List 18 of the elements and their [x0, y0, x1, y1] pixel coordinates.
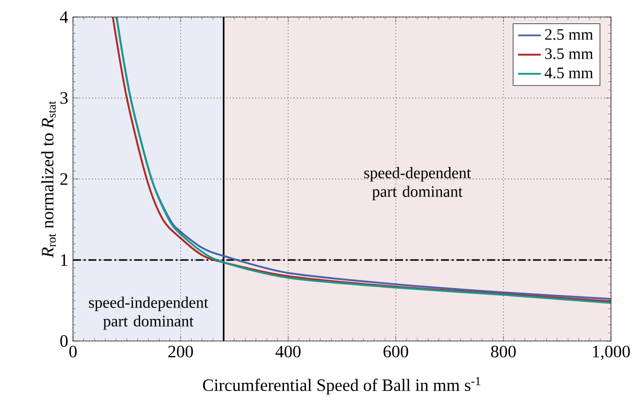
legend-label: 4.5 mm: [544, 68, 594, 78]
y-axis-title: R$_{rot}$ normalized to R$_{stat}$: [41, 101, 56, 258]
x-tick-label: 1,000: [593, 346, 630, 360]
legend-label: 3.5 mm: [545, 48, 594, 60]
x-tick-label: 800: [491, 346, 516, 358]
x-axis-title: Circumferential Speed of Ball in mm s$^{-1}$: [203, 377, 480, 395]
x-tick-label: 200: [168, 346, 193, 358]
y-tick-label: 3: [60, 92, 68, 104]
legend-label: 2.5 mm: [545, 29, 594, 40]
y-tick-label: 0: [60, 335, 68, 347]
x-tick-label: 0: [69, 346, 77, 358]
x-tick-label: 600: [384, 346, 408, 358]
band-label: speed-independent part dominant: [88, 296, 208, 330]
band-label: speed-dependent part dominant: [364, 167, 471, 200]
x-tick-label: 400: [276, 346, 301, 358]
y-tick-label: 4: [60, 11, 68, 23]
y-tick-label: 2: [60, 173, 68, 185]
y-tick-label: 1: [61, 254, 68, 266]
